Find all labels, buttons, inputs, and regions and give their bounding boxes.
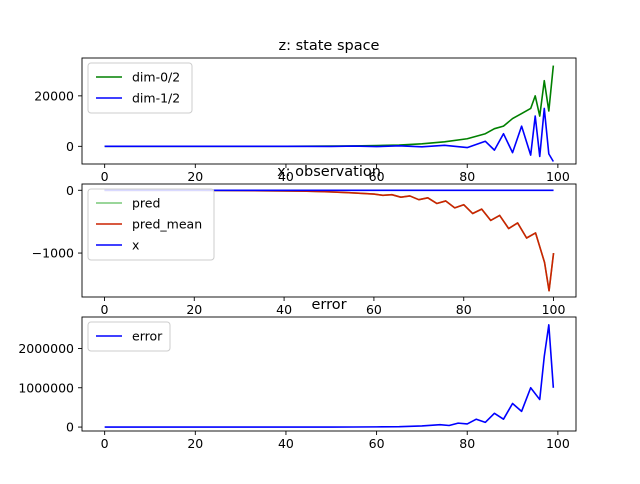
x-tick-label: 80 — [459, 436, 475, 451]
y-tick-label: −1000 — [32, 246, 74, 261]
x-tick-label: 60 — [369, 169, 385, 184]
subplot-title: z: state space — [279, 38, 380, 54]
x-tick-label: 40 — [278, 169, 294, 184]
series-line-pred-mean — [104, 189, 555, 292]
subplot-title: error — [311, 297, 346, 313]
legend-box — [87, 321, 171, 352]
legend-box — [87, 188, 215, 261]
x-tick-label: 20 — [187, 436, 203, 451]
x-tick-label: 100 — [546, 436, 570, 451]
legend-label: dim-0/2 — [132, 70, 180, 85]
y-tick-label: 0 — [66, 420, 74, 435]
legend: dim-0/2 dim-1/2 — [87, 62, 193, 114]
axes-frame — [81, 57, 577, 165]
y-tick-label: 0 — [66, 183, 74, 198]
axes-frame — [81, 316, 577, 432]
series-line-dim-1-2 — [104, 107, 555, 162]
axes-frame — [81, 183, 577, 298]
subplot-title: x: observation — [277, 164, 381, 180]
legend-label: pred_mean — [132, 217, 202, 232]
legend: error — [87, 321, 171, 352]
x-tick-label: 0 — [101, 436, 109, 451]
y-tick-label: 2000000 — [18, 341, 74, 356]
x-tick-label: 100 — [542, 302, 566, 317]
subplot-3: 0 20 40 60 80 100 0 1000000 2000000 error error — [18, 297, 577, 451]
x-tick-label: 80 — [456, 302, 472, 317]
x-tick-label: 0 — [101, 169, 109, 184]
legend-label: pred — [132, 196, 160, 211]
x-tick-label: 0 — [100, 302, 108, 317]
x-tick-label: 40 — [278, 436, 294, 451]
legend-label: error — [132, 329, 163, 344]
x-tick-label: 20 — [187, 169, 203, 184]
legend-label: x — [132, 238, 139, 253]
legend-label: dim-1/2 — [132, 91, 180, 106]
x-tick-label: 100 — [546, 169, 570, 184]
y-tick-label: 0 — [66, 139, 74, 154]
x-tick-label: 20 — [186, 302, 202, 317]
x-tick-label: 60 — [369, 436, 385, 451]
y-tick-label: 20000 — [34, 88, 74, 103]
y-tick-label: 1000000 — [18, 380, 74, 395]
x-tick-label: 40 — [276, 302, 292, 317]
legend-box — [87, 62, 193, 114]
x-tick-label: 80 — [459, 169, 475, 184]
series-group — [104, 324, 555, 428]
series-group — [104, 65, 555, 162]
x-tick-label: 60 — [366, 302, 382, 317]
series-line-error — [104, 324, 555, 428]
